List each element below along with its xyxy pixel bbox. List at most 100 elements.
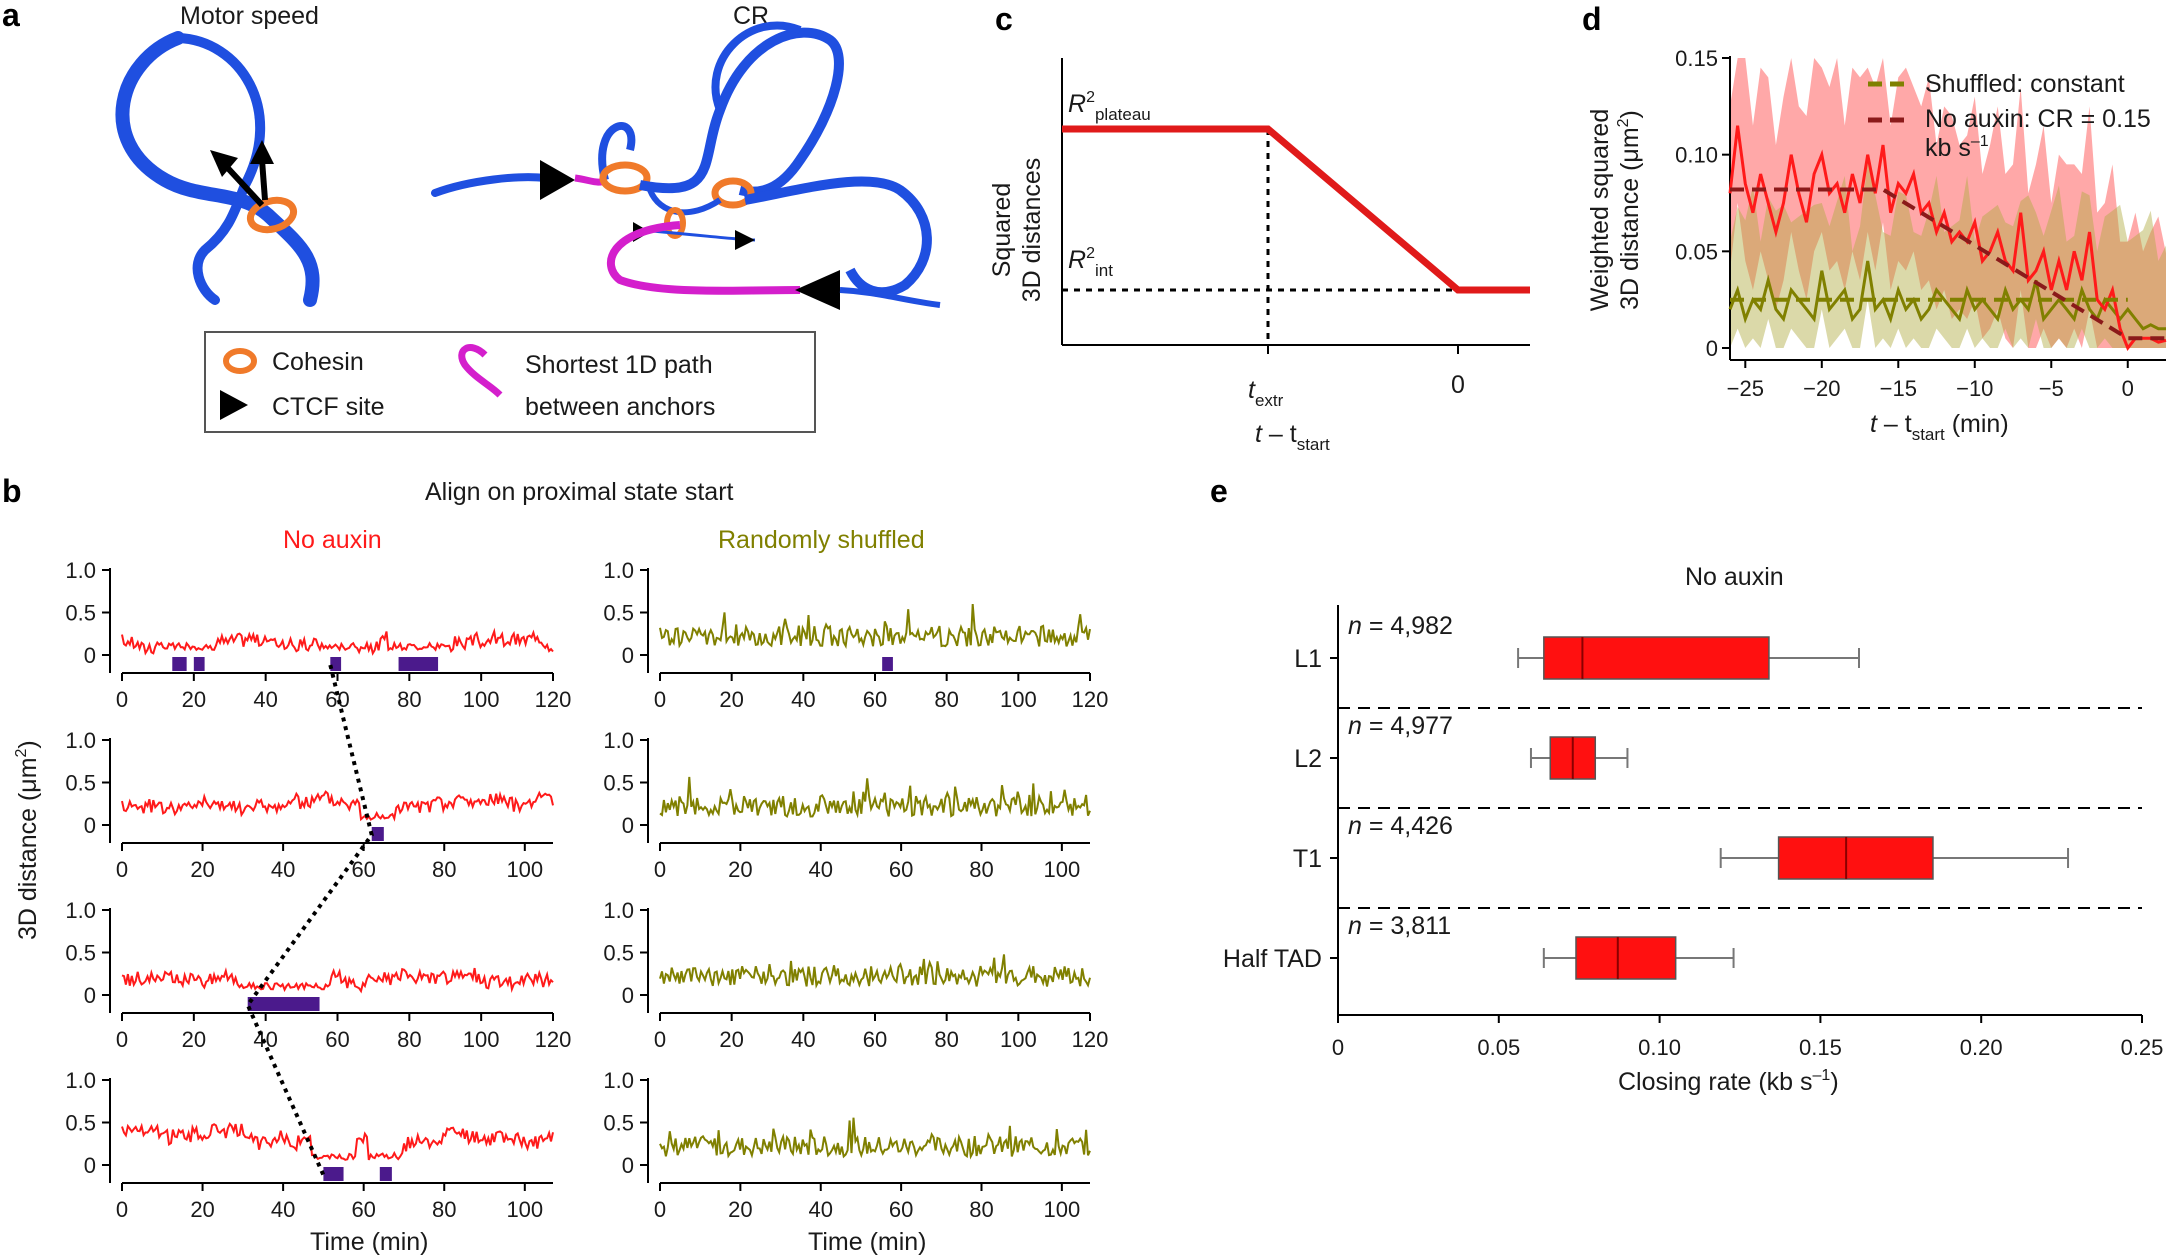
shuffled-trace [659,1117,1091,1160]
x-tick-label: 0 [116,1197,128,1222]
panel-d-xlabel: t – tstart (min) [1870,410,2009,444]
cohesin-ring [246,196,298,234]
x-tick-label: 120 [1072,687,1109,712]
x-tick-label: 80 [397,1027,421,1052]
x-tick-label: 0.05 [1477,1035,1520,1060]
x-tick-label: 20 [719,1027,743,1052]
cr-schematic [431,21,941,310]
alignment-line [245,664,374,1176]
y-tick-label: 1.0 [603,1068,634,1093]
proximal-state-block [247,997,320,1011]
y-tick-label: 1.0 [65,728,96,753]
y-tick-label: 0.5 [65,1111,96,1136]
proximal-state-block [330,657,342,671]
y-tick-label: 0.15 [1675,46,1718,71]
x-tick-label: 40 [809,857,833,882]
x-tick-label: −5 [2039,376,2064,401]
shuffled-mean-line [1728,260,2166,331]
sample-size-label: n = 4,982 [1348,612,1453,640]
x-tick-label: 40 [271,857,295,882]
x-tick-label: 40 [791,1027,815,1052]
panel-b-label: b [2,473,22,509]
x-tick-label: 80 [934,1027,958,1052]
cohesin-legend-icon [223,348,257,374]
panel-b-traces: 0 0.5 1.0 0 20 40 60 80 100 120 0 0.5 1.0 0 20 40 60 80 10… [65,558,1108,1222]
panel-a-legend: Cohesin CTCF site Shortest 1D path betwe… [204,331,816,433]
x-tick-label: −15 [1880,376,1917,401]
no-auxin-trace [121,1122,554,1161]
r-plateau-label: R2plateau [1068,89,1151,124]
y-tick-label: 0 [84,1153,96,1178]
shuffled-header: Randomly shuffled [718,526,925,554]
x-tick-label: 100 [506,857,543,882]
sample-size-label: n = 4,977 [1348,712,1453,740]
x-tick-label: 20 [182,1027,206,1052]
y-tick-label: 1.0 [65,1068,96,1093]
panel-d-chart: 0 0.05 0.10 0.15 −25 −20 −15 −10 −5 0 [1675,46,2167,401]
x-tick-label: 80 [397,687,421,712]
c-zero-label: 0 [1451,371,1465,399]
y-tick-label: 0.5 [65,601,96,626]
x-tick-label: 20 [190,857,214,882]
x-tick-label: 120 [535,1027,572,1052]
iqr-box [1777,836,1934,880]
x-tick-label: 80 [969,857,993,882]
y-tick-label: 0 [84,643,96,668]
y-tick-label: 0 [622,813,634,838]
x-tick-label: 40 [253,687,277,712]
x-tick-label: 40 [809,1197,833,1222]
x-tick-label: 20 [182,687,206,712]
x-tick-label: 100 [1000,1027,1037,1052]
no-auxin-trace [121,967,554,994]
panel-c-ylabel-line2: 3D distances [1018,158,1046,303]
x-tick-label: 60 [351,857,375,882]
t-extr-label: textr [1248,376,1284,410]
x-tick-label: 80 [934,687,958,712]
proximal-state-block [398,657,439,671]
x-tick-label: 0 [654,687,666,712]
no-auxin-trace [121,790,554,822]
r-int-label: R2int [1068,245,1113,280]
x-tick-label: 100 [1044,1197,1081,1222]
x-tick-label: 100 [506,1197,543,1222]
panel-c-label: c [995,1,1013,37]
x-tick-label: 0 [654,857,666,882]
motor-speed-schematic [115,31,320,307]
panel-c-xlabel: t – tstart [1255,420,1330,454]
panel-d-ylabel-line1: Weighted squared [1586,109,1614,311]
panel-a-label: a [2,0,20,33]
x-tick-label: 100 [463,687,500,712]
x-tick-label: 120 [1072,1027,1109,1052]
x-tick-label: −20 [1803,376,1840,401]
proximal-state-block [379,1167,392,1181]
x-tick-label: 80 [432,857,456,882]
y-tick-label: 0.5 [603,1111,634,1136]
x-tick-label: 0 [116,1027,128,1052]
y-tick-label: 1.0 [603,898,634,923]
x-tick-label: 60 [325,1027,349,1052]
proximal-state-block [371,827,384,841]
category-label: T1 [1293,845,1322,873]
ctcf-legend-icon [220,390,248,420]
y-tick-label: 0.5 [603,601,634,626]
x-tick-label: 60 [325,687,349,712]
x-tick-label: 60 [863,1027,887,1052]
x-tick-label: 0 [2122,376,2134,401]
y-tick-label: 0.05 [1675,239,1718,264]
x-tick-label: 40 [271,1197,295,1222]
y-tick-label: 0 [622,1153,634,1178]
y-tick-label: 0.10 [1675,143,1718,168]
proximal-state-block [172,657,187,671]
y-tick-label: 1.0 [603,728,634,753]
y-tick-label: 0 [622,643,634,668]
x-tick-label: 100 [1044,857,1081,882]
x-tick-label: 0 [654,1027,666,1052]
y-tick-label: 1.0 [65,898,96,923]
x-tick-label: −25 [1727,376,1764,401]
panel-d-label: d [1582,1,1602,37]
x-tick-label: 0 [1332,1035,1344,1060]
panel-b-xlabel-right: Time (min) [808,1228,927,1256]
x-tick-label: 0.10 [1638,1035,1681,1060]
x-tick-label: 20 [719,687,743,712]
y-tick-label: 0 [1706,336,1718,361]
